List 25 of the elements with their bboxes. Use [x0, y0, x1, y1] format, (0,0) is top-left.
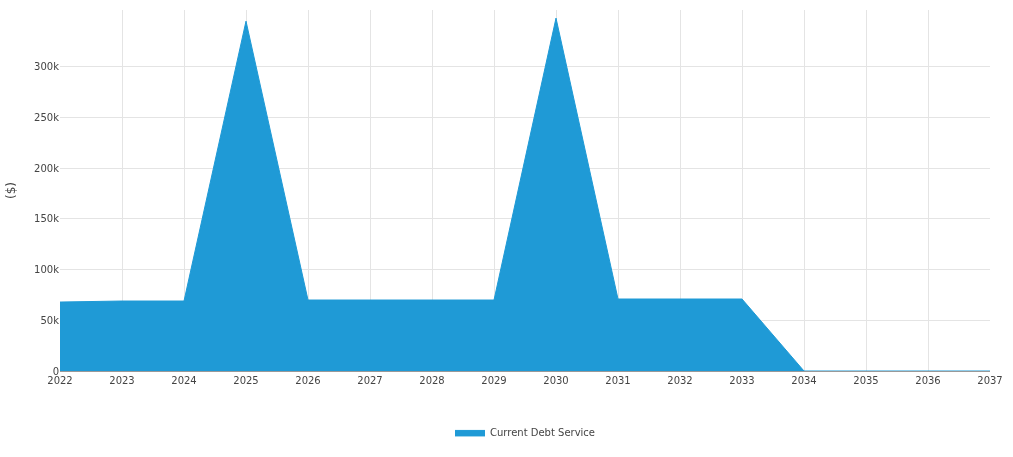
y-tick-label: 50k [40, 314, 60, 326]
x-tick-label: 2034 [791, 375, 817, 386]
x-tick-label: 2025 [233, 375, 259, 386]
x-tick-label: 2023 [109, 375, 135, 386]
y-axis-title: ($) [4, 182, 19, 199]
y-tick-label: 100k [34, 264, 60, 276]
x-tick-label: 2037 [977, 375, 1003, 386]
x-tick-label: 2028 [419, 375, 445, 386]
x-tick-label: 2036 [915, 375, 941, 386]
x-tick-label: 2024 [171, 375, 197, 386]
x-tick-label: 2033 [729, 375, 755, 386]
x-tick-label: 2029 [481, 375, 507, 386]
y-tick-label: 150k [34, 213, 60, 225]
y-tick-label: 250k [34, 111, 60, 123]
y-tick-label: 300k [34, 61, 60, 73]
x-tick-label: 2032 [667, 375, 693, 386]
y-tick-label: 200k [34, 162, 60, 174]
y-tick-label: 0 [52, 365, 59, 377]
x-tick-label: 2031 [605, 375, 631, 386]
x-tick-label: 2030 [543, 375, 569, 386]
x-tick-label: 2027 [357, 375, 383, 386]
legend-label: Current Debt Service [490, 427, 595, 439]
x-tick-label: 2035 [853, 375, 879, 386]
x-tick-label: 2022 [47, 375, 73, 386]
x-tick-label: 2026 [295, 375, 321, 386]
